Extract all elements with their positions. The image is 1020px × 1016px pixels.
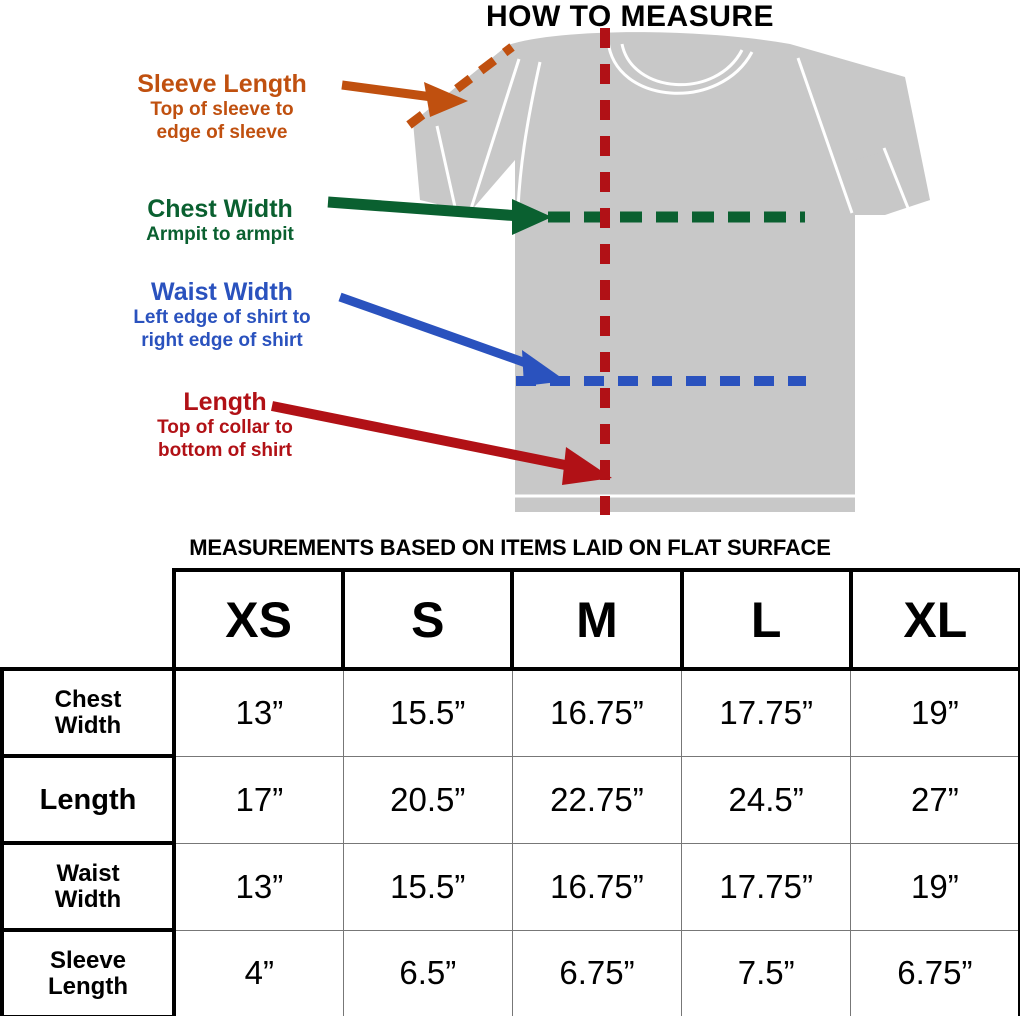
chest-width-arrow [327,196,552,235]
collar-inner [620,43,744,86]
cell-length-l: 24.5” [681,756,852,844]
cell-chest-width-s: 15.5” [342,667,513,757]
sleeve-length-dashed-line [406,43,515,129]
row-label-chest-width: Chest Width [0,667,176,758]
cell-sleeve-length-l: 7.5” [681,930,852,1016]
label-sleeve-length-sub1: Top of sleeve to [150,99,294,120]
row-label-waist-width-line1: Waist [56,859,120,887]
cell-length-m: 22.75” [511,756,683,844]
cell-sleeve-length-xs: 4” [173,930,344,1016]
right-sleeve-seam [882,147,914,219]
cell-waist-width-xs: 13” [173,843,344,931]
row-label-sleeve-length-line2: Length [48,972,128,1000]
table-corner-cell [2,570,174,669]
size-header-s: S [341,568,515,671]
length-arrow [271,401,612,485]
cell-length-s: 20.5” [342,756,513,844]
label-sleeve-length-title: Sleeve Length [137,70,307,98]
row-label-chest-width-line1: Chest [54,685,122,713]
right-armhole-seam [796,57,854,214]
left-sleeve-seam-inner [435,125,457,208]
sleeve-length-arrow [341,80,468,117]
row-label-chest-width-line2: Width [54,711,122,739]
waist-width-arrow [338,292,566,386]
row-label-waist-width: Waist Width [0,841,176,932]
cell-chest-width-l: 17.75” [681,667,852,757]
cell-waist-width-s: 15.5” [342,843,513,931]
cell-length-xs: 17” [173,756,344,844]
label-sleeve-length: Sleeve Length Top of sleeve to edge of s… [92,70,352,144]
left-armhole-seam [516,61,542,209]
cell-length-xl: 27” [850,756,1020,844]
table-row: Sleeve Length 4” 6.5” 6.75” 7.5” 6.75” [0,928,1020,1016]
label-chest-width: Chest Width Armpit to armpit [100,195,340,246]
page-title: HOW TO MEASURE [485,0,775,33]
table-header-row: XS S M L XL [2,568,1020,671]
size-header-m: M [510,568,684,671]
size-chart-table: XS S M L XL Chest Width 13” 15.5” 16.75”… [0,568,1020,1016]
table-row: Length 17” 20.5” 22.75” 24.5” 27” [0,754,1020,845]
label-length-title: Length [183,388,267,416]
collar-outer [606,40,754,95]
row-label-sleeve-length: Sleeve Length [0,928,176,1016]
label-length-sub2: bottom of shirt [157,440,293,461]
table-row: Waist Width 13” 15.5” 16.75” 17.75” 19” [0,841,1020,932]
tshirt-illustration [271,28,930,515]
how-to-measure-diagram: HOW TO MEASURE Sleeve Length Top of slee… [92,0,930,515]
label-chest-width-title: Chest Width [147,195,293,223]
cell-sleeve-length-m: 6.75” [511,930,683,1016]
size-header-xs: XS [171,568,346,671]
table-row: Chest Width 13” 15.5” 16.75” 17.75” 19” [0,667,1020,758]
label-chest-width-sub1: Armpit to armpit [146,224,294,245]
cell-chest-width-xs: 13” [173,667,344,757]
label-waist-width-sub2: right edge of shirt [141,330,303,351]
row-label-waist-width-line2: Width [54,885,122,913]
cell-chest-width-m: 16.75” [511,667,683,757]
size-header-l: L [679,568,853,671]
tshirt-body [413,32,930,512]
label-length-sub1: Top of collar to [157,417,293,438]
cell-sleeve-length-s: 6.5” [342,930,513,1016]
right-sleeve [855,150,930,215]
label-waist-width-title: Waist Width [151,278,293,306]
cell-sleeve-length-xl: 6.75” [850,930,1020,1016]
left-sleeve-seam-outer [468,58,521,213]
row-label-sleeve-length-line1: Sleeve [49,946,127,974]
row-label-length: Length [0,754,176,845]
size-header-xl: XL [848,568,1020,671]
tshirt-shape [413,32,930,512]
cell-waist-width-l: 17.75” [681,843,852,931]
label-length: Length Top of collar to bottom of shirt [110,388,340,462]
cell-chest-width-xl: 19” [850,667,1020,757]
cell-waist-width-m: 16.75” [511,843,683,931]
label-waist-width-sub1: Left edge of shirt to [133,307,311,328]
measurements-note: MEASUREMENTS BASED ON ITEMS LAID ON FLAT… [189,535,831,560]
label-waist-width: Waist Width Left edge of shirt to right … [92,278,352,352]
label-sleeve-length-sub2: edge of sleeve [156,122,288,143]
row-label-length-line1: Length [39,783,137,816]
cell-waist-width-xl: 19” [850,843,1020,931]
